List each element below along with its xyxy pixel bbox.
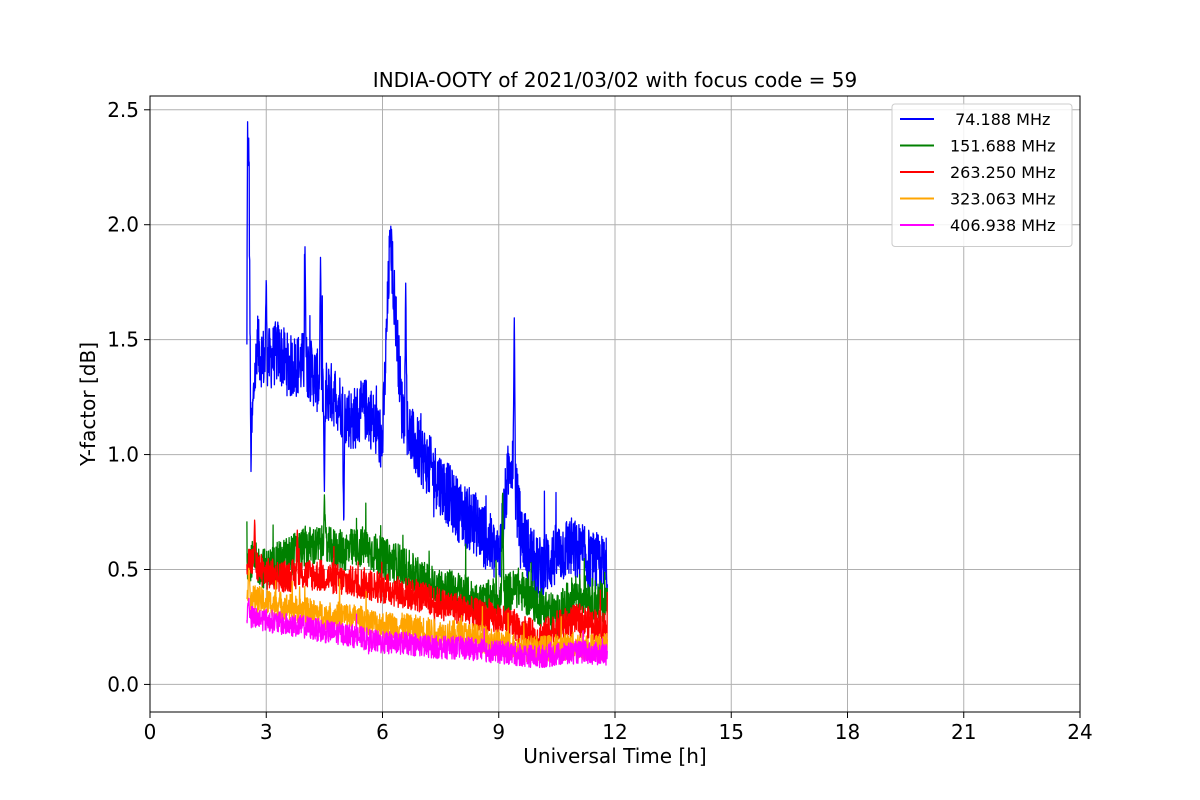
legend-label: 74.188 MHz: [950, 110, 1050, 129]
x-tick-label: 15: [719, 720, 744, 744]
y-tick-label: 1.0: [107, 443, 139, 467]
series-line: [246, 567, 608, 664]
series-lines: [246, 121, 608, 669]
x-tick-label: 18: [835, 720, 860, 744]
y-tick-label: 0.5: [107, 557, 139, 581]
x-tick-label: 24: [1067, 720, 1092, 744]
y-axis-ticks: 0.0 0.5 1.0 1.5 2.0 2.5: [107, 98, 150, 696]
y-tick-label: 0.0: [107, 672, 139, 696]
y-axis-label: Y-factor [dB]: [76, 342, 100, 467]
x-tick-label: 3: [260, 720, 273, 744]
legend-box: [891, 103, 1073, 247]
legend-label: 263.250 MHz: [950, 163, 1055, 182]
x-tick-label: 9: [492, 720, 505, 744]
legend-label: 151.688 MHz: [950, 137, 1055, 156]
x-tick-label: 0: [144, 720, 157, 744]
series-line: [246, 492, 608, 637]
series-line: [246, 597, 608, 669]
x-tick-label: 6: [376, 720, 389, 744]
y-tick-label: 1.5: [107, 328, 139, 352]
x-axis-ticks: 0 3 6 9 12 15 18 21 24: [144, 712, 1093, 744]
legend-label: 323.063 MHz: [950, 190, 1055, 209]
series-line: [246, 121, 608, 601]
x-tick-label: 21: [951, 720, 976, 744]
x-tick-label: 12: [602, 720, 627, 744]
legend-label: 406.938 MHz: [950, 216, 1055, 235]
y-tick-label: 2.5: [107, 98, 139, 122]
legend: 74.188 MHz 151.688 MHz 263.250 MHz 323.063 …: [891, 103, 1073, 247]
x-axis-label: Universal Time [h]: [523, 744, 706, 768]
y-tick-label: 2.0: [107, 213, 139, 237]
chart-title: INDIA-OOTY of 2021/03/02 with focus code…: [373, 68, 857, 92]
